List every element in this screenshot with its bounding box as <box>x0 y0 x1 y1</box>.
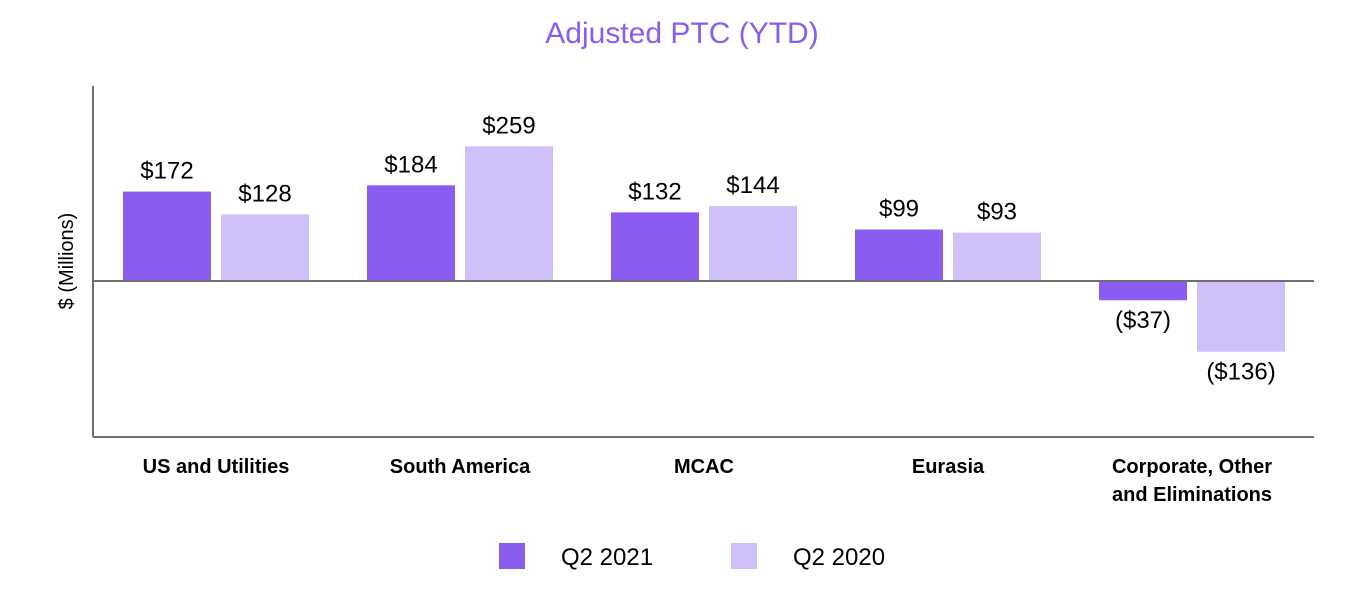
bars-group <box>123 146 1285 352</box>
data-label: $128 <box>238 180 291 207</box>
data-label: $144 <box>726 172 779 199</box>
data-label: ($37) <box>1115 307 1171 334</box>
data-labels-group: $172 $128 $184 $259 $132 $144 $99 $93 ($37) ($136… <box>140 112 1275 385</box>
bar <box>611 212 699 281</box>
legend-label: Q2 2020 <box>793 544 885 571</box>
bar <box>367 185 455 281</box>
bar <box>709 206 797 281</box>
data-label: $132 <box>628 178 681 205</box>
bar <box>221 214 309 281</box>
bar <box>855 229 943 281</box>
bar <box>465 146 553 281</box>
category-label: and Eliminations <box>1112 484 1272 506</box>
category-label: Eurasia <box>912 456 985 478</box>
data-label: $172 <box>140 158 193 185</box>
category-label: Corporate, Other <box>1112 456 1272 478</box>
category-label: MCAC <box>674 456 734 478</box>
category-label: South America <box>390 456 531 478</box>
y-axis-label: $ (Millions) <box>56 213 78 310</box>
data-label: $99 <box>879 196 919 223</box>
legend-swatch <box>731 543 757 569</box>
data-label: $93 <box>977 199 1017 226</box>
category-labels-group: US and Utilities South America MCAC Eurasia… <box>143 456 1273 506</box>
legend-label: Q2 2021 <box>561 544 653 571</box>
legend-swatch <box>499 543 525 569</box>
category-label: US and Utilities <box>143 456 290 478</box>
bar <box>123 191 211 281</box>
bar <box>1197 281 1285 352</box>
bar <box>953 232 1041 281</box>
chart-title: Adjusted PTC (YTD) <box>545 17 818 50</box>
data-label: $184 <box>384 151 437 178</box>
legend: Q2 2021 Q2 2020 <box>499 543 885 571</box>
bar <box>1099 281 1187 301</box>
data-label: $259 <box>482 112 535 139</box>
data-label: ($136) <box>1206 359 1275 386</box>
